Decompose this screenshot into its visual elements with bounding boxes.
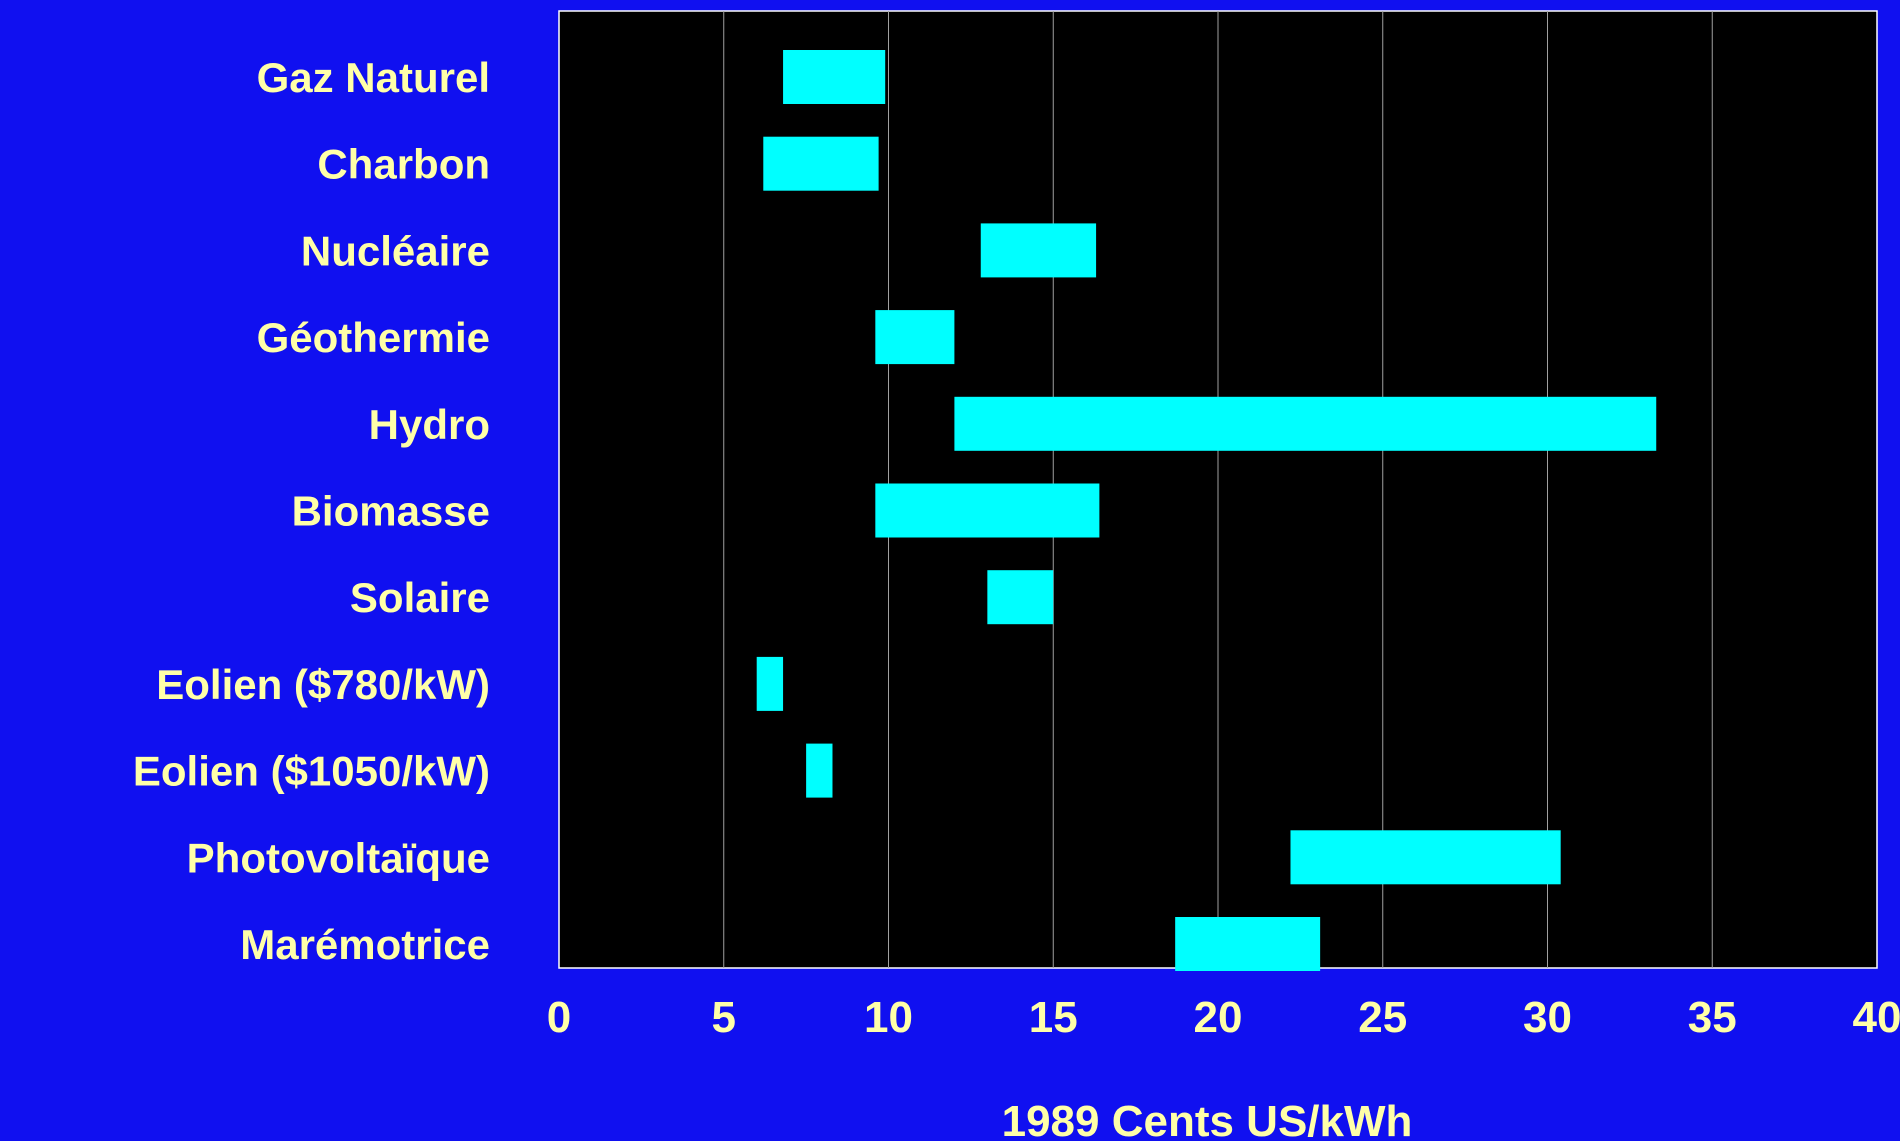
x-axis-title: 1989 Cents US/kWh — [1002, 1097, 1413, 1141]
bar — [1290, 830, 1561, 885]
category-label: Gaz Naturel — [257, 54, 490, 101]
bar — [954, 396, 1657, 451]
bar-series — [756, 50, 1657, 971]
x-tick-label: 25 — [1358, 993, 1407, 1042]
x-tick-label: 0 — [547, 993, 571, 1042]
bar — [1175, 917, 1321, 971]
category-labels: Gaz Naturel Charbon Nucléaire Géothermie Hyd… — [133, 54, 490, 968]
category-label: Nucléaire — [301, 227, 490, 274]
category-label: Charbon — [317, 141, 490, 188]
category-label: Eolien ($1050/kW) — [133, 748, 490, 795]
category-label: Eolien ($780/kW) — [156, 661, 490, 708]
x-tick-labels: 0 5 10 15 20 25 30 35 40 — [547, 993, 1900, 1042]
bar — [783, 50, 886, 104]
category-label: Photovoltaïque — [187, 834, 490, 881]
x-tick-label: 5 — [712, 993, 736, 1042]
bar — [987, 570, 1054, 625]
x-tick-label: 15 — [1029, 993, 1078, 1042]
x-tick-label: 35 — [1688, 993, 1737, 1042]
bar — [875, 310, 955, 365]
bar — [875, 483, 1100, 538]
bar — [763, 136, 879, 191]
x-tick-label: 10 — [864, 993, 913, 1042]
gridlines — [723, 11, 1713, 968]
category-label: Géothermie — [257, 314, 490, 361]
category-label: Hydro — [369, 401, 490, 448]
category-label: Solaire — [350, 574, 490, 621]
x-tick-label: 30 — [1523, 993, 1572, 1042]
bar — [756, 656, 784, 711]
x-tick-label: 40 — [1853, 993, 1900, 1042]
x-tick-label: 20 — [1194, 993, 1243, 1042]
category-label: Marémotrice — [240, 921, 490, 968]
bar — [806, 743, 833, 798]
category-label: Biomasse — [292, 488, 490, 535]
bar — [980, 223, 1097, 278]
